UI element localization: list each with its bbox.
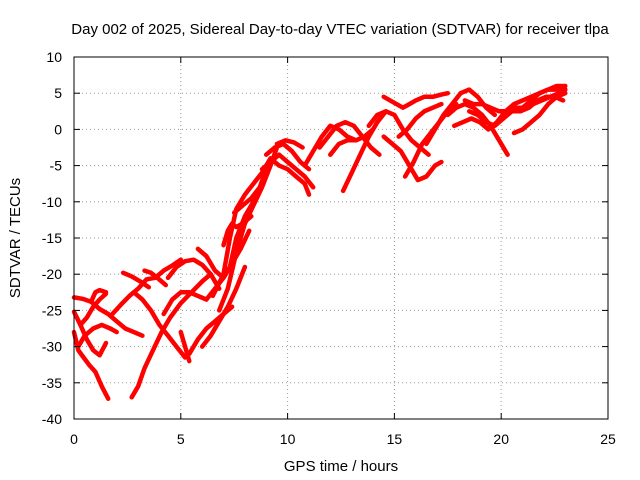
series-arc-33 <box>381 134 444 183</box>
series-arc-20 <box>210 156 273 299</box>
series-arc-12 <box>142 268 169 288</box>
chart-title: Day 002 of 2025, Sidereal Day-to-day VTE… <box>71 21 609 38</box>
grid <box>74 57 608 419</box>
series-arc-11 <box>129 271 213 400</box>
series-arc-09 <box>120 270 152 290</box>
y-tick-label: -15 <box>42 230 62 246</box>
series-arc-30 <box>328 127 376 157</box>
series-arc-43 <box>520 87 568 110</box>
y-tick-label: -10 <box>42 194 62 210</box>
x-tick-label: 10 <box>280 431 296 447</box>
series-arc-38 <box>445 101 510 157</box>
series-arc-25 <box>263 141 312 172</box>
y-tick-label: -40 <box>42 411 62 427</box>
series-arc-41 <box>466 94 566 129</box>
y-tick-label: -5 <box>50 158 63 174</box>
series-arc-29 <box>317 119 382 157</box>
series-arc-04 <box>88 287 109 304</box>
series-arc-08 <box>110 257 184 317</box>
y-tick-label: 0 <box>54 121 62 137</box>
series-arc-22 <box>231 166 269 215</box>
series-arc-23 <box>221 214 254 248</box>
y-axis-label: SDTVAR / TECUs <box>7 178 24 298</box>
series-arc-35 <box>396 101 444 139</box>
x-tick-label: 20 <box>493 431 509 447</box>
y-tick-label: 10 <box>46 49 62 65</box>
series-arc-06 <box>76 322 119 349</box>
series-arc-28 <box>302 123 359 168</box>
x-tick-label: 5 <box>177 431 185 447</box>
y-tick-label: -35 <box>42 375 62 391</box>
series-group <box>71 83 568 401</box>
x-axis-label: GPS time / hours <box>284 458 398 475</box>
series-arc-34 <box>381 90 451 110</box>
series-arc-05 <box>78 291 109 328</box>
series-arc-42 <box>511 90 568 136</box>
series-arc-14 <box>165 257 222 291</box>
y-tick-label: -25 <box>42 302 62 318</box>
series-arc-27 <box>274 138 305 150</box>
series-arc-31 <box>340 109 389 194</box>
series-arc-15 <box>178 329 192 364</box>
series-arc-07 <box>88 299 145 338</box>
series-arc-17 <box>199 264 248 349</box>
x-tick-label: 25 <box>600 431 616 447</box>
y-tick-label: -20 <box>42 266 62 282</box>
x-tick-label: 0 <box>70 431 78 447</box>
series-arc-24 <box>259 152 316 190</box>
series-arc-10 <box>131 290 188 360</box>
axis-ticks: 0 5 10 15 20 25 -40 -35 -30 -25 -20 -15 -10 -5 0 5 10 <box>42 49 616 447</box>
series-arc-26 <box>268 156 312 197</box>
series-arc-02 <box>71 329 111 401</box>
series-arc-21 <box>216 145 280 313</box>
y-tick-label: 5 <box>54 85 62 101</box>
series-arc-03 <box>71 295 94 304</box>
x-tick-label: 15 <box>387 431 403 447</box>
series-arc-13 <box>161 290 209 317</box>
y-tick-label: -30 <box>42 339 62 355</box>
